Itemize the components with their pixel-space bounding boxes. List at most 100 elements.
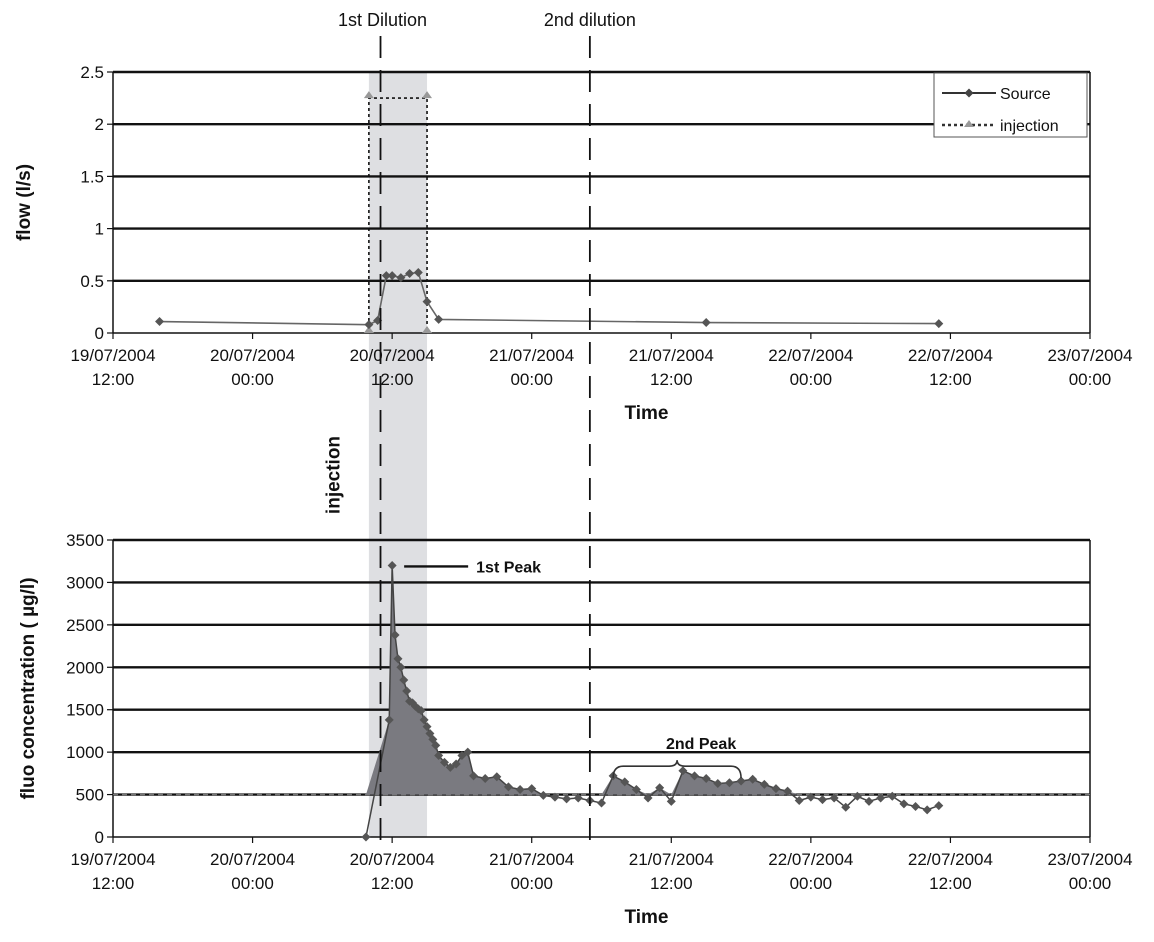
y-tick-label: 1	[95, 220, 104, 239]
source-point	[701, 318, 711, 328]
source-point	[934, 319, 944, 329]
x-tick-label: 00:00	[790, 874, 833, 893]
concentration-point	[431, 740, 441, 750]
concentration-point	[899, 799, 909, 809]
concentration-point	[864, 796, 874, 806]
x-tick-label: 12:00	[371, 874, 414, 893]
flow-chart: 0 0.5 1 1.5 2 2.5 19/07/2004 12:00 20/07/2004 00:…	[14, 63, 1133, 424]
legend-label-injection: injection	[1000, 118, 1059, 135]
concentration-point	[399, 675, 409, 685]
y-tick-label: 0	[95, 828, 104, 847]
x-tick-label: 12:00	[650, 370, 693, 389]
x-tick-label: 20/07/2004	[210, 346, 295, 365]
y-tick-label: 0.5	[80, 272, 104, 291]
x-tick-label: 21/07/2004	[629, 850, 714, 869]
concentration-point	[469, 771, 479, 781]
source-point	[405, 268, 415, 278]
x-tick-label: 20/07/2004	[350, 346, 435, 365]
concentration-point	[573, 793, 583, 803]
x-tick-label: 00:00	[231, 370, 274, 389]
x-tick-label: 19/07/2004	[70, 850, 155, 869]
concentration-point	[794, 796, 804, 806]
x-tick-label: 21/07/2004	[489, 346, 574, 365]
x-tick-label: 12:00	[92, 370, 135, 389]
source-point	[381, 271, 391, 281]
y-tick-label: 3000	[66, 573, 104, 592]
x-tick-label: 20/07/2004	[350, 850, 435, 869]
x-tick-label: 22/07/2004	[908, 850, 993, 869]
concentration-point	[384, 715, 394, 725]
x-tick-label: 00:00	[510, 874, 553, 893]
concentration-point	[393, 654, 403, 664]
concentration-point	[817, 795, 827, 805]
concentration-point	[419, 715, 429, 725]
concentration-point	[550, 792, 560, 802]
concentration-point	[515, 784, 525, 794]
concentration-area	[365, 565, 939, 795]
injection-marker	[363, 91, 374, 99]
concentration-point	[783, 786, 793, 796]
concentration-point	[445, 762, 455, 772]
x-tick-label: 12:00	[371, 370, 414, 389]
x-tick-label: 00:00	[790, 370, 833, 389]
concentration-point	[934, 801, 944, 811]
concentration-point	[538, 790, 548, 800]
concentration-point	[911, 801, 921, 811]
concentration-point	[643, 793, 653, 803]
y-tick-label: 1.5	[80, 167, 104, 186]
x-tick-label: 23/07/2004	[1047, 850, 1132, 869]
x-tick-label: 12:00	[929, 874, 972, 893]
x-tick-label: 00:00	[231, 874, 274, 893]
y-tick-label: 2500	[66, 616, 104, 635]
legend: Source injection	[933, 72, 1088, 138]
x-tick-label: 12:00	[929, 370, 972, 389]
concentration-point	[771, 784, 781, 794]
source-point	[434, 314, 444, 324]
concentration-point	[678, 766, 688, 776]
concentration-point	[841, 802, 851, 812]
concentration-point	[402, 686, 412, 696]
injection-line	[368, 97, 428, 333]
concentration-point	[748, 774, 758, 784]
concentration-point	[387, 560, 397, 570]
source-point	[413, 267, 423, 277]
injection-marker	[363, 326, 374, 333]
concentration-chart: 0 500 1000 1500 2000 2500 3000 3500 19/07/2004 12…	[18, 436, 1133, 928]
first-peak-label: 1st Peak	[476, 559, 541, 576]
second-peak-label: 2nd Peak	[666, 736, 736, 753]
concentration-point	[480, 773, 490, 783]
x-tick-label: 12:00	[92, 874, 135, 893]
concentration-point	[620, 777, 630, 787]
concentration-point	[463, 747, 473, 757]
concentration-point	[390, 630, 400, 640]
concentration-point	[492, 772, 502, 782]
concentration-point	[503, 782, 513, 792]
legend-marker-source	[964, 88, 974, 98]
concentration-line	[365, 565, 940, 838]
concentration-point	[451, 759, 461, 769]
concentration-point	[806, 792, 816, 802]
second-dilution-label: 2nd dilution	[544, 10, 636, 30]
source-point	[387, 271, 397, 281]
y-axis-title: fluo concentration ( µg/l)	[18, 577, 39, 799]
concentration-point	[416, 706, 426, 716]
x-tick-label: 20/07/2004	[210, 850, 295, 869]
source-point	[422, 297, 432, 307]
x-tick-label: 23/07/2004	[1047, 346, 1132, 365]
source-point	[364, 320, 374, 330]
y-tick-label: 2	[95, 115, 104, 134]
source-point	[155, 317, 165, 327]
x-tick-label: 21/07/2004	[489, 850, 574, 869]
injection-marker	[422, 326, 433, 333]
concentration-point	[434, 751, 444, 761]
injection-label: injection	[324, 436, 345, 514]
concentration-point	[852, 791, 862, 801]
concentration-point	[876, 793, 886, 803]
concentration-point	[562, 794, 572, 804]
second-peak-brace	[612, 760, 742, 779]
source-point	[396, 273, 406, 283]
concentration-point	[631, 784, 641, 794]
concentration-point	[690, 771, 700, 781]
concentration-point	[724, 778, 734, 788]
